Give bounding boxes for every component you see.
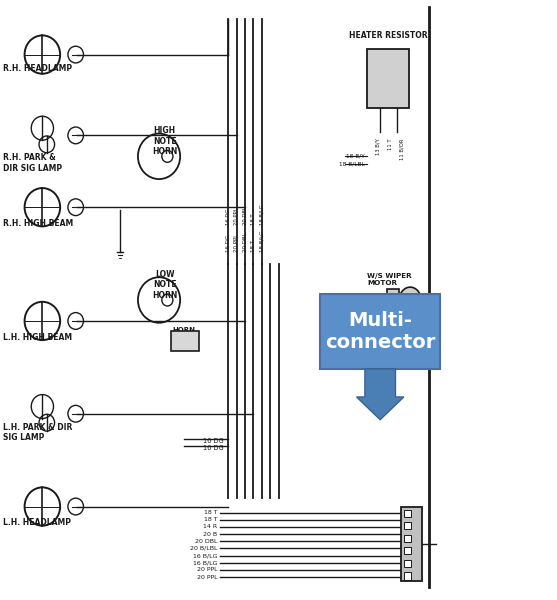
Bar (404, 535, 411, 542)
Text: R.H. HEADLAMP: R.H. HEADLAMP (3, 64, 72, 73)
Text: Multi-
connector: Multi- connector (325, 311, 435, 352)
Text: 18 T: 18 T (204, 517, 217, 522)
Text: W/S WIPER
MOTOR: W/S WIPER MOTOR (368, 273, 412, 286)
Text: 18 B/LBL: 18 B/LBL (339, 161, 365, 166)
Bar (368, 49, 409, 109)
Text: 18 T: 18 T (251, 240, 256, 252)
Bar (171, 331, 199, 351)
Text: HORN
RELAY: HORN RELAY (172, 327, 196, 340)
Bar (400, 506, 422, 581)
Text: HIGH
NOTE
HORN: HIGH NOTE HORN (152, 127, 177, 156)
Text: 18 T: 18 T (251, 214, 256, 225)
Text: LOW
NOTE
HORN: LOW NOTE HORN (152, 270, 177, 300)
Bar (387, 289, 399, 312)
Text: 16 B/LG: 16 B/LG (193, 553, 217, 558)
Bar (404, 572, 411, 580)
Text: 16 DG: 16 DG (203, 437, 224, 443)
Bar (404, 509, 411, 517)
Text: 20 DBL: 20 DBL (195, 539, 217, 544)
Text: 18 B/Y: 18 B/Y (346, 154, 365, 159)
Text: 13 B/Y: 13 B/Y (375, 139, 380, 155)
Text: R.H. HIGH BEAM: R.H. HIGH BEAM (3, 219, 74, 228)
Bar (404, 560, 411, 567)
Text: L.H. HIGH BEAM: L.H. HIGH BEAM (3, 333, 72, 342)
Ellipse shape (399, 287, 421, 314)
Text: 18 T: 18 T (204, 510, 217, 515)
Text: 18 B/LG: 18 B/LG (260, 230, 265, 252)
Text: 16 B/LG: 16 B/LG (193, 560, 217, 565)
Text: 14 R: 14 R (203, 524, 217, 529)
Text: DASH
PANEL: DASH PANEL (343, 309, 368, 322)
Text: L.H. PARK & DIR
SIG LAMP: L.H. PARK & DIR SIG LAMP (3, 423, 73, 442)
Text: 20 B: 20 B (203, 532, 217, 536)
FancyArrow shape (356, 369, 404, 420)
Text: R.H. PARK &
DIR SIG LAMP: R.H. PARK & DIR SIG LAMP (3, 154, 62, 173)
Text: 20 B/LBL: 20 B/LBL (190, 546, 217, 551)
Text: 20 DBL: 20 DBL (243, 206, 248, 225)
Text: 16 DG: 16 DG (226, 209, 231, 225)
Text: 16 DG: 16 DG (203, 445, 224, 451)
Text: 20 PPL: 20 PPL (234, 208, 240, 225)
Text: 16 DG: 16 DG (226, 235, 231, 252)
Bar (404, 547, 411, 554)
FancyBboxPatch shape (320, 294, 439, 369)
Text: 18 B/LG: 18 B/LG (260, 205, 265, 225)
Bar (404, 522, 411, 529)
Text: HEATER RESISTOR: HEATER RESISTOR (349, 31, 428, 40)
Text: 20 PPL: 20 PPL (197, 568, 217, 572)
Text: 11 B/OR: 11 B/OR (400, 139, 405, 160)
Text: 20 PPL: 20 PPL (234, 234, 240, 252)
Text: L.H. HEADLAMP: L.H. HEADLAMP (3, 518, 71, 527)
Text: 11 T: 11 T (388, 139, 393, 150)
Text: 20 PPL: 20 PPL (197, 575, 217, 580)
Text: 20 DBL: 20 DBL (243, 232, 248, 252)
